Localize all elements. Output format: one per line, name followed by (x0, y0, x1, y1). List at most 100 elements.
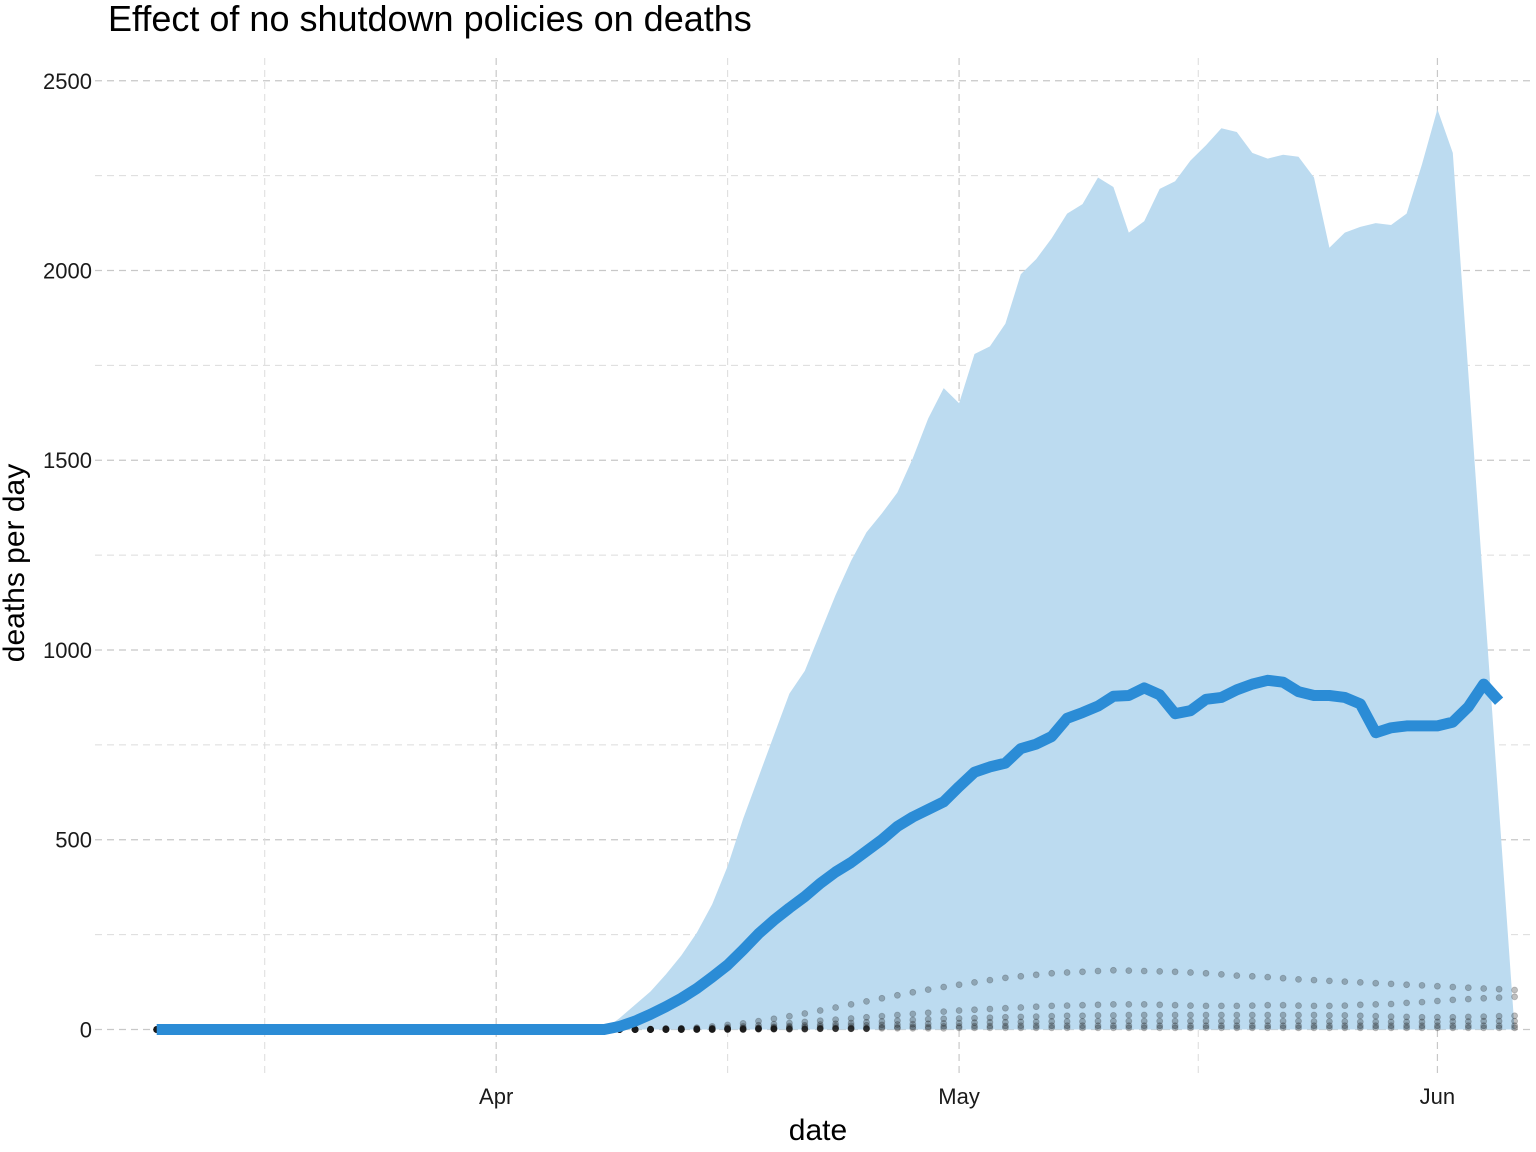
data-point (801, 1010, 809, 1017)
data-point (878, 994, 886, 1002)
data-point (971, 1014, 978, 1022)
data-point (1048, 1018, 1056, 1025)
data-point (1187, 1022, 1194, 1030)
data-point (1002, 1024, 1009, 1032)
data-point (971, 1022, 978, 1030)
data-point (1140, 1017, 1148, 1025)
data-point (1418, 1022, 1426, 1030)
data-point (1418, 1013, 1426, 1021)
data-point (1387, 1013, 1395, 1020)
data-point (1295, 976, 1302, 983)
data-point (1079, 1024, 1086, 1032)
data-point (909, 1016, 917, 1024)
data-point (1017, 972, 1025, 980)
data-point (1418, 998, 1426, 1006)
data-point (955, 1007, 963, 1014)
data-point (1464, 995, 1472, 1003)
data-point (1079, 1012, 1086, 1020)
data-point (1279, 1011, 1287, 1019)
data-point (1218, 1024, 1225, 1032)
data-point (1048, 969, 1056, 977)
data-point (1372, 1022, 1380, 1030)
y-tick-label: 2500 (43, 69, 92, 94)
data-point (1125, 967, 1133, 974)
y-tick-label: 0 (80, 1017, 92, 1042)
data-point (1403, 981, 1410, 989)
data-point (801, 1025, 809, 1033)
data-point (909, 1024, 917, 1032)
data-point (1202, 1024, 1210, 1032)
data-point (1063, 1012, 1071, 1020)
data-point (847, 1025, 855, 1033)
data-point (1264, 1022, 1272, 1030)
data-point (940, 1015, 948, 1023)
data-point (1495, 994, 1503, 1001)
data-point (1032, 1003, 1040, 1011)
data-point (832, 1016, 839, 1023)
data-point (1356, 1022, 1364, 1030)
data-point (1264, 1001, 1272, 1009)
data-point (863, 1013, 870, 1021)
data-point (878, 1012, 886, 1020)
data-point (1480, 1013, 1488, 1020)
data-point (986, 1022, 994, 1030)
data-point (1326, 1012, 1333, 1019)
data-point (816, 1025, 824, 1033)
data-point (986, 1018, 994, 1026)
data-point (1094, 1022, 1102, 1030)
data-point (1002, 1004, 1009, 1012)
data-point (909, 1010, 917, 1018)
data-point (971, 1006, 978, 1014)
data-point (1511, 986, 1518, 994)
data-point (1218, 1011, 1225, 1019)
data-point (1156, 1024, 1164, 1032)
data-point (1187, 1024, 1194, 1032)
data-point (1310, 1011, 1318, 1019)
data-point (1434, 982, 1441, 990)
data-point (1202, 1022, 1210, 1030)
data-point (1125, 1017, 1133, 1025)
data-point (1449, 996, 1457, 1004)
data-point (940, 1023, 948, 1030)
data-point (832, 1025, 839, 1033)
y-tick-label: 2000 (43, 259, 92, 284)
data-point (924, 986, 932, 993)
data-point (986, 1014, 994, 1022)
data-point (770, 1015, 778, 1023)
data-point (924, 1024, 932, 1032)
data-point (1387, 1024, 1395, 1032)
mean-line (156, 674, 1504, 1035)
data-point (1032, 1024, 1040, 1032)
data-point (1341, 1002, 1349, 1009)
data-point (894, 1011, 901, 1019)
data-point (847, 1015, 855, 1022)
data-point (1295, 1002, 1302, 1009)
data-point (1233, 1024, 1241, 1032)
data-point (1156, 1001, 1164, 1009)
y-axis-title: deaths per day (0, 464, 31, 662)
data-point (1480, 1022, 1488, 1030)
data-point (755, 1025, 762, 1033)
data-point (1125, 1001, 1133, 1008)
data-point (1048, 1024, 1056, 1032)
data-point (1495, 1024, 1503, 1032)
data-point (1079, 1018, 1086, 1025)
data-point (1341, 1012, 1349, 1019)
data-point (724, 1026, 731, 1033)
data-point (924, 1015, 932, 1023)
data-point (1063, 1018, 1071, 1025)
data-point (1017, 1022, 1025, 1030)
data-point (1063, 1024, 1071, 1032)
data-point (1511, 1012, 1518, 1020)
data-point (1434, 1024, 1441, 1032)
data-point (1017, 1018, 1025, 1026)
data-point (1032, 971, 1040, 979)
data-point (1094, 1024, 1102, 1032)
data-point (1048, 1022, 1056, 1030)
data-point (1248, 1022, 1256, 1030)
data-point (955, 1024, 963, 1032)
data-point (940, 1020, 948, 1027)
data-point (894, 1024, 901, 1032)
data-point (1279, 974, 1287, 982)
data-point (786, 1012, 793, 1020)
